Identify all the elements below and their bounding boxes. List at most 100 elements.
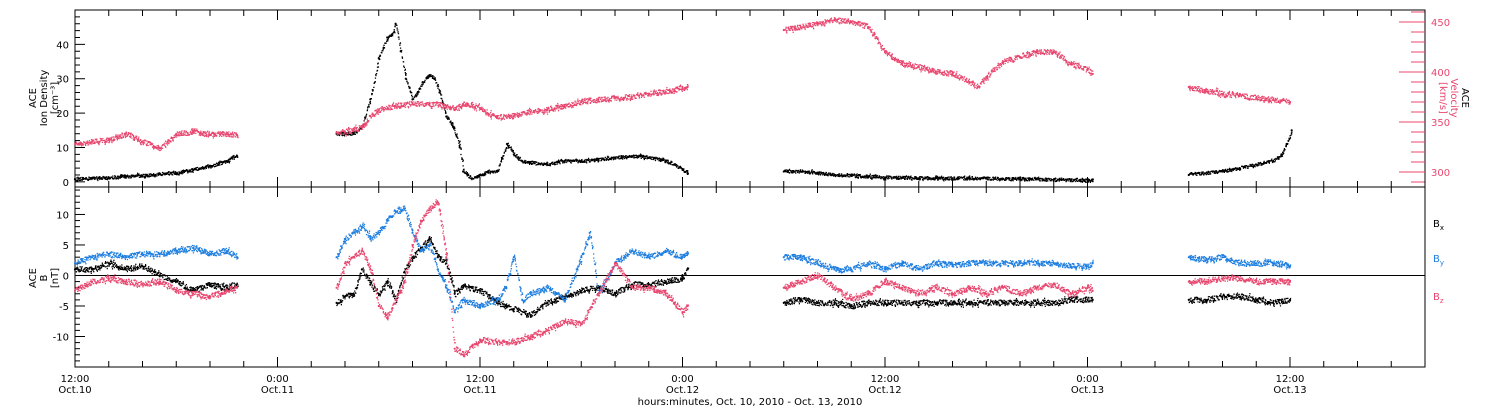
bz-scatter	[74, 274, 239, 301]
bz-point	[462, 353, 465, 356]
density-tick-label: 30	[56, 75, 69, 86]
density-tick-label: 10	[56, 143, 69, 154]
density-point	[917, 177, 920, 180]
by-point	[647, 256, 650, 259]
field-ylabel-line3: [nT]	[50, 268, 61, 288]
velocity-point	[613, 96, 617, 100]
velocity-point	[73, 142, 77, 146]
by-point	[1221, 256, 1224, 259]
velocity-tick-label: 400	[1431, 68, 1450, 79]
bx-point	[453, 292, 456, 295]
velocity-point	[546, 108, 549, 112]
density-point	[394, 22, 397, 25]
bx-point	[158, 274, 161, 277]
density-point	[478, 173, 482, 177]
by-scatter	[74, 244, 239, 267]
bz-point	[478, 338, 482, 341]
bz-point	[369, 268, 372, 271]
bx-point	[951, 301, 954, 304]
velocity-point	[917, 65, 920, 69]
bz-point	[1204, 280, 1207, 283]
bz-point	[664, 292, 667, 295]
velocity-point	[976, 85, 979, 89]
density-tick-label: 20	[56, 109, 69, 120]
density-point	[495, 170, 498, 173]
density-scatter	[1189, 131, 1293, 176]
by-point	[816, 262, 819, 265]
time-tick-label: 12:00	[871, 374, 900, 385]
density-point	[1069, 179, 1072, 182]
velocity-scatter	[75, 127, 239, 152]
density-point	[369, 98, 372, 101]
bz-point	[208, 295, 212, 298]
density-point	[686, 172, 689, 175]
bx-scatter	[783, 295, 1094, 310]
bz-point	[985, 292, 988, 295]
density-point	[1035, 178, 1038, 181]
density-point	[850, 174, 853, 177]
bz-point	[816, 274, 819, 277]
velocity-point	[630, 95, 634, 99]
density-point	[235, 155, 239, 158]
by-point	[1086, 265, 1089, 268]
by-point	[107, 253, 110, 256]
density-point	[1272, 160, 1275, 163]
bx-point	[782, 301, 785, 304]
by-point	[580, 256, 583, 259]
by-point	[850, 268, 853, 271]
by-point	[1069, 265, 1072, 268]
bx-point	[141, 265, 144, 268]
density-point	[968, 177, 971, 180]
density-point	[175, 172, 178, 175]
velocity-tick-label: 450	[1431, 18, 1450, 29]
by-point	[968, 262, 971, 265]
bx-scatter	[336, 235, 690, 318]
date-tick-label: Oct.11	[463, 385, 496, 396]
time-axis: 12:00Oct.100:00Oct.1112:00Oct.110:00Oct.…	[58, 10, 1426, 396]
bz-point	[428, 207, 431, 210]
bx-point	[335, 301, 338, 304]
bz-point	[1187, 280, 1190, 283]
bz-point	[833, 286, 836, 289]
bz-point	[647, 286, 650, 289]
bx-point	[1091, 298, 1094, 301]
velocity-point	[1035, 50, 1038, 54]
density-point	[107, 176, 110, 179]
bz-point	[968, 286, 971, 289]
bz-scatter	[1188, 274, 1291, 286]
bz-point	[867, 292, 870, 295]
bz-point	[352, 256, 355, 259]
by-point	[208, 253, 212, 256]
by-point	[343, 237, 347, 240]
by-point	[335, 256, 338, 259]
bz-point	[360, 250, 363, 253]
bx-point	[867, 301, 870, 304]
bz-point	[175, 289, 178, 292]
density-point	[985, 177, 988, 180]
bx-point	[1204, 298, 1207, 301]
bz-point	[141, 283, 144, 286]
bz-point	[90, 280, 93, 283]
bx-point	[1288, 298, 1292, 301]
by-point	[192, 246, 195, 250]
bx-scatter	[1188, 292, 1292, 308]
density-point	[225, 160, 228, 163]
date-tick-label: Oct.13	[1071, 385, 1104, 396]
bx-point	[360, 268, 363, 271]
density-ylabel-line3: [cm⁻³]	[50, 82, 61, 114]
velocity-point	[985, 75, 988, 79]
by-point	[352, 231, 355, 234]
by-point	[360, 225, 363, 228]
density-point	[428, 74, 431, 77]
density-point	[563, 160, 566, 163]
bx-point	[386, 280, 389, 283]
by-point	[419, 250, 422, 253]
bz-point	[386, 317, 389, 320]
density-point	[470, 177, 473, 180]
velocity-point	[529, 110, 532, 114]
by-point	[394, 210, 397, 213]
density-point	[673, 163, 676, 166]
velocity-tick-label: 300	[1431, 168, 1450, 179]
bx-point	[1086, 298, 1089, 301]
bx-point	[175, 280, 178, 283]
